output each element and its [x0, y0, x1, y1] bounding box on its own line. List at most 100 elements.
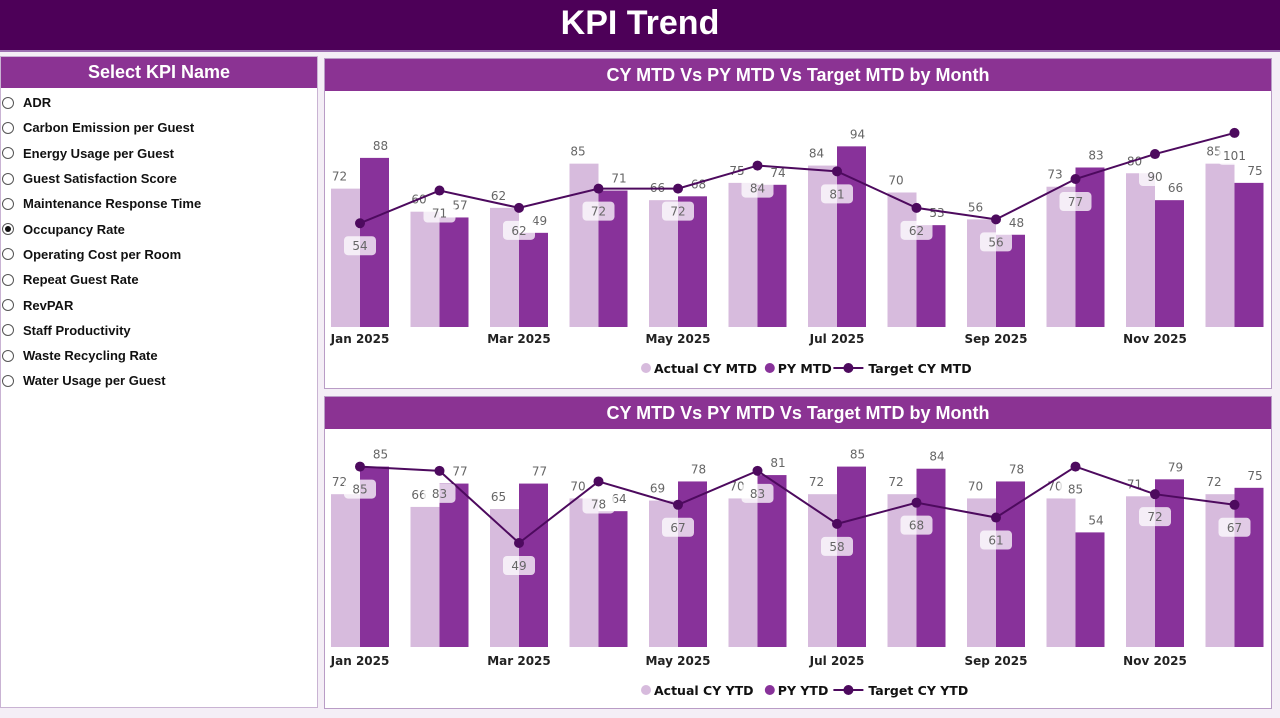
- target-data-label: 68: [909, 519, 924, 533]
- radio-button[interactable]: [2, 324, 14, 337]
- slicer-item[interactable]: Energy Usage per Guest: [1, 141, 317, 166]
- target-label-bg: [741, 178, 774, 198]
- slicer-item-label: Energy Usage per Guest: [23, 145, 174, 161]
- data-label: 57: [452, 198, 467, 212]
- py-bar: [757, 475, 787, 647]
- actual-bar: [649, 200, 678, 327]
- chart-title: CY MTD Vs PY MTD Vs Target MTD by Month: [325, 59, 1271, 91]
- target-label-bg: [423, 203, 456, 223]
- slicer-item[interactable]: Staff Productivity: [1, 318, 317, 343]
- data-label: 62: [491, 189, 506, 203]
- data-label: 72: [1206, 475, 1221, 489]
- x-tick-label: May 2025: [645, 654, 710, 668]
- legend-label: Actual CY MTD: [654, 361, 757, 376]
- data-label: 49: [532, 214, 547, 228]
- legend-marker: [641, 685, 651, 695]
- target-label-bg: [980, 232, 1012, 252]
- slicer-item-label: Occupancy Rate: [23, 221, 125, 237]
- slicer-item[interactable]: Guest Satisfaction Score: [1, 166, 317, 191]
- target-data-label: 90: [1147, 170, 1162, 184]
- py-bar: [1155, 479, 1184, 647]
- legend-marker: [843, 685, 854, 695]
- header-bar: KPI Trend: [0, 0, 1280, 52]
- target-label-bg: [503, 220, 535, 240]
- target-point: [1150, 149, 1160, 160]
- radio-button[interactable]: [2, 299, 14, 312]
- target-data-label: 58: [829, 540, 844, 554]
- radio-button[interactable]: [2, 349, 14, 362]
- legend-label: Actual CY YTD: [654, 683, 754, 698]
- slicer-item[interactable]: RevPAR: [1, 292, 317, 317]
- target-data-label: 49: [511, 559, 526, 573]
- x-tick-label: Nov 2025: [1123, 654, 1187, 668]
- slicer-item[interactable]: Occupancy Rate: [1, 216, 317, 241]
- target-point: [991, 214, 1001, 225]
- radio-button[interactable]: [2, 121, 14, 134]
- target-label-bg: [344, 479, 376, 499]
- data-label: 69: [650, 482, 665, 496]
- radio-button[interactable]: [2, 147, 14, 160]
- radio-button[interactable]: [2, 223, 14, 236]
- py-bar: [1234, 182, 1264, 327]
- slicer-item-label: Repeat Guest Rate: [23, 272, 139, 288]
- target-data-label: 54: [352, 239, 367, 253]
- slicer-item[interactable]: Operating Cost per Room: [1, 242, 317, 267]
- data-label: 65: [491, 490, 506, 504]
- data-label: 71: [611, 172, 626, 186]
- target-point: [832, 166, 842, 177]
- target-data-label: 67: [1227, 521, 1242, 535]
- data-label: 84: [929, 450, 944, 464]
- data-label: 84: [809, 147, 824, 161]
- py-bar: [1075, 167, 1105, 327]
- radio-button[interactable]: [2, 172, 14, 185]
- target-data-label: 78: [591, 497, 606, 511]
- radio-button[interactable]: [2, 96, 14, 109]
- radio-button[interactable]: [2, 273, 14, 286]
- py-bar: [1234, 487, 1264, 647]
- data-label: 78: [1009, 462, 1024, 476]
- py-bar: [439, 217, 469, 327]
- target-label-bg: [1218, 517, 1251, 537]
- data-label: 75: [1247, 469, 1262, 483]
- target-point: [673, 183, 683, 194]
- slicer-item[interactable]: ADR: [1, 90, 317, 115]
- ytd-chart: 72 85 Jan 2025 66 77 65 77 Mar 2025 70 64 69 78 May …: [330, 448, 1264, 698]
- actual-bar: [410, 211, 440, 327]
- target-point: [514, 202, 524, 213]
- target-data-label: 85: [1068, 483, 1083, 497]
- target-data-label: 101: [1223, 149, 1246, 163]
- data-label: 66: [411, 488, 426, 502]
- target-data-label: 71: [432, 207, 447, 221]
- x-tick-label: Jul 2025: [809, 332, 865, 346]
- target-point: [991, 512, 1001, 523]
- target-point: [911, 202, 922, 213]
- target-label-bg: [821, 536, 853, 556]
- slicer-item-label: Staff Productivity: [23, 322, 131, 338]
- target-label-bg: [1218, 145, 1251, 165]
- target-label-bg: [662, 201, 694, 221]
- slicer-item[interactable]: Repeat Guest Rate: [1, 267, 317, 292]
- slicer-item[interactable]: Maintenance Response Time: [1, 191, 317, 216]
- x-tick-label: Sep 2025: [965, 332, 1028, 346]
- target-data-label: 81: [829, 187, 844, 201]
- radio-button[interactable]: [2, 374, 14, 387]
- actual-bar: [887, 192, 917, 327]
- data-label: 70: [570, 479, 585, 493]
- data-label: 94: [850, 127, 865, 141]
- radio-button[interactable]: [2, 248, 14, 261]
- page-title: KPI Trend: [560, 4, 720, 42]
- data-label: 81: [770, 456, 785, 470]
- actual-bar: [1046, 498, 1076, 647]
- actual-bar: [1205, 163, 1235, 327]
- target-label-bg: [900, 220, 933, 240]
- slicer-item[interactable]: Carbon Emission per Guest: [1, 115, 317, 140]
- data-label: 53: [929, 206, 944, 220]
- slicer-item[interactable]: Water Usage per Guest: [1, 368, 317, 393]
- data-label: 85: [570, 145, 585, 159]
- data-label: 72: [332, 170, 347, 184]
- target-label-bg: [821, 184, 853, 204]
- target-label-bg: [741, 483, 774, 503]
- chart-panel-mtd: CY MTD Vs PY MTD Vs Target MTD by Month …: [324, 58, 1272, 389]
- radio-button[interactable]: [2, 197, 14, 210]
- slicer-item[interactable]: Waste Recycling Rate: [1, 343, 317, 368]
